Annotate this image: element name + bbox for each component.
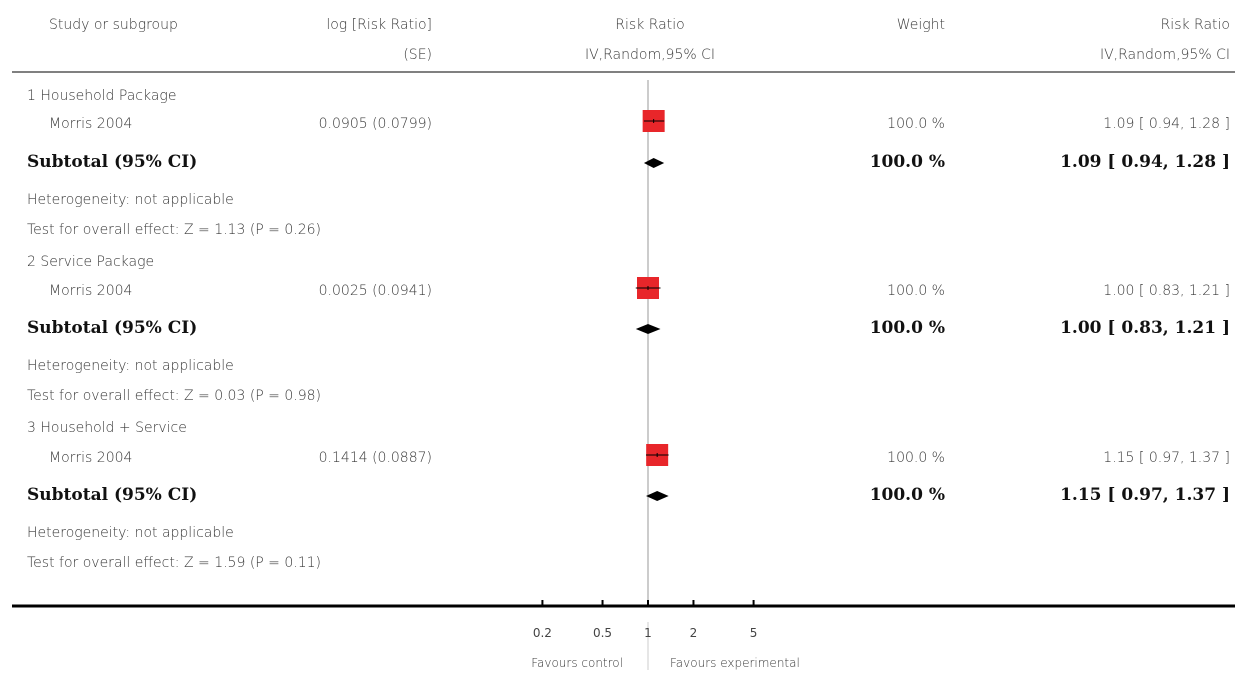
header-study: Study or subgroup <box>49 17 178 33</box>
heterogeneity-text: Heterogeneity: not applicable <box>27 358 234 374</box>
header-rr: Risk Ratio <box>1160 17 1230 33</box>
subtotal-diamond <box>635 324 661 334</box>
subtotal-diamond <box>646 491 669 501</box>
study-weight: 100.0 % <box>887 450 945 466</box>
overall-effect-text: Test for overall effect: Z = 0.03 (P = 0… <box>27 388 321 404</box>
x-tick-label: 0.2 <box>533 626 552 640</box>
study-name: Morris 2004 <box>49 116 133 132</box>
overall-effect-text: Test for overall effect: Z = 1.13 (P = 0… <box>27 222 321 238</box>
subtotal-label: Subtotal (95% CI) <box>27 152 198 172</box>
study-rr-ci: 1.00 [ 0.83, 1.21 ] <box>1103 283 1230 299</box>
subtotal-diamond <box>643 158 665 168</box>
study-name: Morris 2004 <box>49 283 133 299</box>
header-logrr-se: (SE) <box>403 47 432 63</box>
header-rr-plot: Risk Ratio <box>615 17 685 33</box>
study-rr-ci: 1.09 [ 0.94, 1.28 ] <box>1103 116 1230 132</box>
header-logrr: log [Risk Ratio] <box>326 17 432 33</box>
x-tick-label: 1 <box>644 626 652 640</box>
x-tick-label: 5 <box>750 626 758 640</box>
subtotal-rr-ci: 1.09 [ 0.94, 1.28 ] <box>1060 152 1230 172</box>
study-weight: 100.0 % <box>887 116 945 132</box>
subtotal-rr-ci: 1.15 [ 0.97, 1.37 ] <box>1060 485 1230 505</box>
study-name: Morris 2004 <box>49 450 133 466</box>
heterogeneity-text: Heterogeneity: not applicable <box>27 192 234 208</box>
group-title: 2 Service Package <box>27 254 155 270</box>
heterogeneity-text: Heterogeneity: not applicable <box>27 525 234 541</box>
subtotal-label: Subtotal (95% CI) <box>27 318 198 338</box>
study-logrr-se: 0.0905 (0.0799) <box>318 116 432 132</box>
study-logrr-se: 0.0025 (0.0941) <box>318 283 432 299</box>
subtotal-rr-ci: 1.00 [ 0.83, 1.21 ] <box>1060 318 1230 338</box>
study-weight: 100.0 % <box>887 283 945 299</box>
header-rr-plot-method: IV,Random,95% CI <box>584 47 716 63</box>
group-title: 3 Household + Service <box>27 420 187 436</box>
study-rr-ci: 1.15 [ 0.97, 1.37 ] <box>1103 450 1230 466</box>
x-tick-label: 0.5 <box>593 626 612 640</box>
subtotal-weight: 100.0 % <box>869 318 945 338</box>
study-logrr-se: 0.1414 (0.0887) <box>318 450 432 466</box>
subtotal-weight: 100.0 % <box>869 152 945 172</box>
favours-control-label: Favours control <box>531 656 623 670</box>
overall-effect-text: Test for overall effect: Z = 1.59 (P = 0… <box>27 555 321 571</box>
subtotal-label: Subtotal (95% CI) <box>27 485 198 505</box>
header-rr-method: IV,Random,95% CI <box>1099 47 1230 63</box>
x-tick-label: 2 <box>690 626 698 640</box>
header-weight: Weight <box>896 17 945 33</box>
subtotal-weight: 100.0 % <box>869 485 945 505</box>
favours-experimental-label: Favours experimental <box>670 656 800 670</box>
group-title: 1 Household Package <box>27 88 177 104</box>
